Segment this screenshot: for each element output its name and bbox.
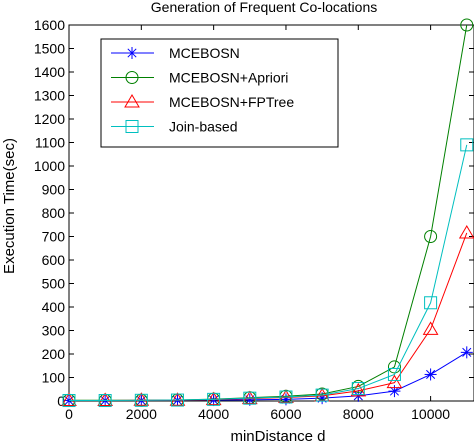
legend-item: Join-based (111, 119, 238, 135)
data-point (205, 391, 222, 406)
axis-ticks: 0 2000 4000 6000 8000 10000 0 100 200 300 400 500 60… (34, 17, 474, 422)
legend-label: MCEBOSN (169, 45, 240, 61)
y-tick-label: 600 (42, 252, 66, 268)
series-mcebosn-fptree (61, 224, 474, 407)
legend-label: MCEBOSN+FPTree (169, 94, 294, 110)
data-point (387, 367, 401, 381)
legend: MCEBOSN MCEBOSN+Apriori MCEBOSN+FPTree Join… (100, 38, 339, 148)
x-tick-label: 8000 (343, 406, 374, 422)
data-point (169, 392, 186, 406)
data-point (279, 393, 292, 406)
y-tick-label: 400 (42, 299, 66, 315)
y-tick-label: 500 (42, 276, 66, 292)
x-tick-label: 6000 (270, 406, 301, 422)
legend-marker (124, 94, 140, 108)
data-point (61, 392, 77, 407)
y-axis-label: Execution Time(sec) (1, 138, 18, 274)
asterisk-stroke (426, 369, 436, 379)
x-tick-label: 4000 (198, 406, 229, 422)
data-point (207, 392, 221, 406)
legend-marker (126, 47, 138, 59)
y-tick-label: 1600 (34, 17, 65, 33)
asterisk-stroke (127, 48, 137, 58)
data-point (350, 382, 367, 397)
y-tick-label: 300 (42, 323, 66, 339)
asterisk-stroke (462, 347, 472, 357)
y-tick-label: 1300 (34, 88, 65, 104)
data-point (170, 393, 184, 407)
y-tick-label: 700 (42, 229, 66, 245)
legend-item: MCEBOSN+FPTree (111, 94, 294, 110)
data-point (97, 392, 114, 407)
data-point (424, 230, 438, 243)
y-tick-label: 1500 (34, 41, 65, 57)
x-axis-label: minDistance d (230, 428, 325, 444)
data-point (386, 374, 403, 389)
y-tick-label: 100 (42, 370, 66, 386)
asterisk-stroke (389, 386, 399, 396)
legend-marker (125, 120, 139, 133)
data-point (134, 393, 148, 407)
y-tick-label: 1100 (35, 135, 65, 151)
data-point (422, 321, 439, 335)
data-point (351, 382, 365, 396)
y-tick-label: 1400 (34, 64, 65, 80)
series-join-based (62, 138, 474, 408)
data-point (424, 296, 438, 310)
data-point (460, 18, 474, 32)
data-point (315, 388, 329, 402)
data-point (424, 368, 437, 381)
y-tick-label: 1200 (34, 111, 65, 127)
legend-item: MCEBOSN (111, 45, 240, 61)
series-line (69, 144, 468, 402)
legend-box (100, 38, 339, 148)
series-line (69, 232, 468, 402)
chart-title: Generation of Frequent Co-locations (151, 0, 377, 15)
data-point (243, 391, 257, 405)
y-tick-label: 800 (42, 205, 66, 221)
x-tick-label: 2000 (126, 406, 157, 422)
series-layer (61, 18, 474, 408)
data-point (62, 394, 76, 408)
data-point (460, 346, 473, 359)
data-point (98, 394, 112, 408)
data-point (279, 390, 293, 404)
data-point (460, 138, 474, 152)
y-tick-label: 0 (57, 393, 65, 409)
y-tick-label: 1000 (34, 158, 65, 174)
legend-marker (125, 71, 139, 84)
y-tick-label: 900 (42, 182, 66, 198)
data-point (133, 392, 150, 406)
y-tick-label: 200 (42, 346, 66, 362)
data-point (387, 360, 401, 374)
data-point (458, 224, 474, 239)
legend-item: MCEBOSN+Apriori (111, 70, 288, 86)
data-point (388, 385, 401, 398)
x-tick-label: 0 (65, 406, 73, 422)
series-line (69, 351, 468, 402)
legend-label: MCEBOSN+Apriori (169, 70, 288, 86)
x-tick-label: 10000 (411, 406, 450, 422)
legend-label: Join-based (169, 119, 238, 135)
